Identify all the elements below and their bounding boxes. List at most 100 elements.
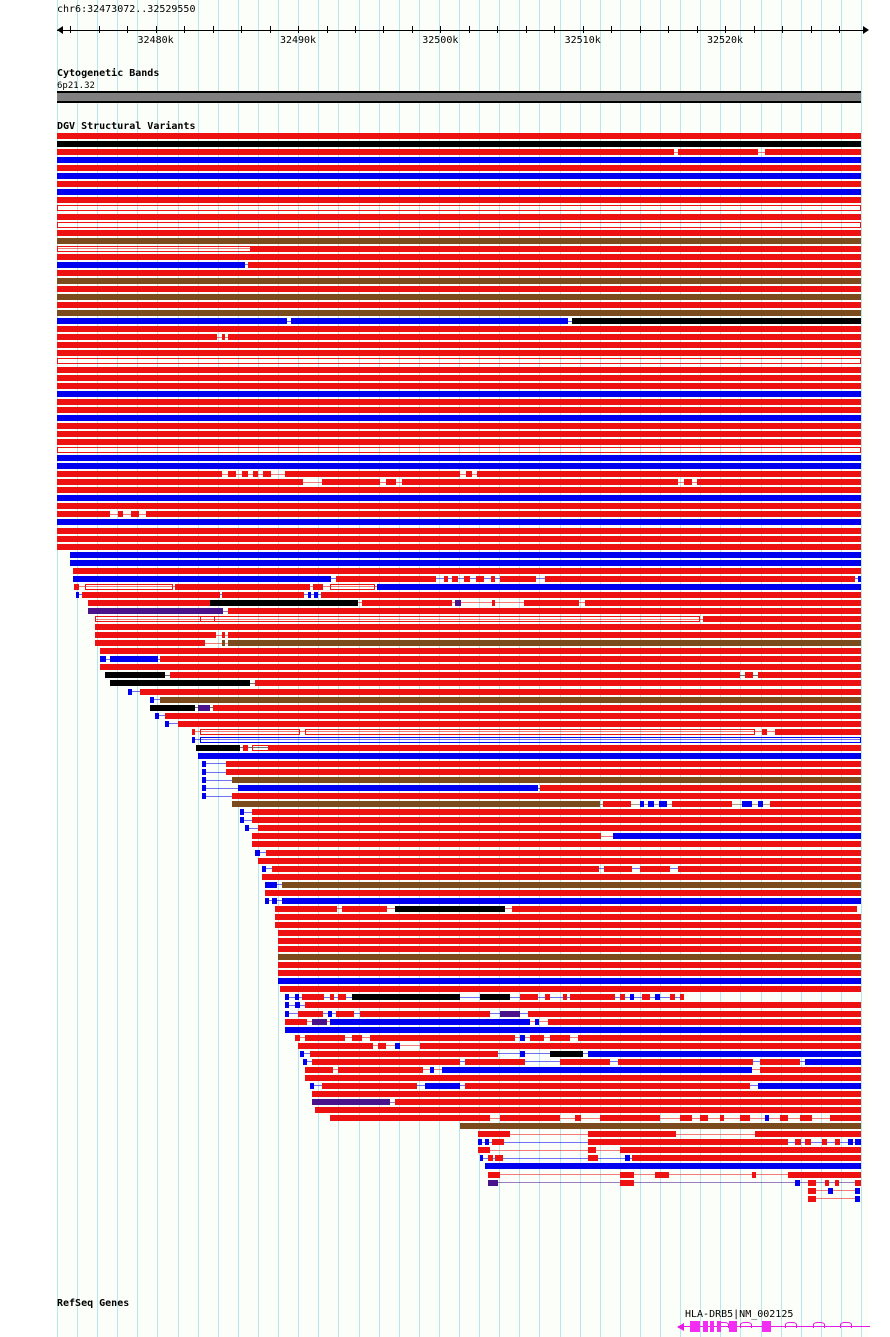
variant-segment[interactable] — [578, 1034, 861, 1041]
variant-segment[interactable] — [118, 511, 123, 518]
variant-segment[interactable] — [202, 769, 206, 775]
variant-segment[interactable] — [57, 382, 861, 389]
variant-segment[interactable] — [175, 583, 310, 590]
variant-segment[interactable] — [100, 664, 861, 671]
variant-segment[interactable] — [313, 583, 323, 590]
variant-segment[interactable] — [780, 1115, 788, 1122]
variant-segment[interactable] — [200, 728, 300, 735]
variant-segment[interactable] — [465, 1058, 525, 1065]
variant-segment[interactable] — [285, 1010, 289, 1017]
variant-segment[interactable] — [278, 938, 861, 944]
variant-segment[interactable] — [57, 438, 861, 445]
variant-segment[interactable] — [828, 1187, 833, 1194]
variant-segment[interactable] — [265, 881, 277, 888]
variant-segment[interactable] — [770, 801, 861, 808]
variant-segment[interactable] — [402, 479, 678, 486]
variant-segment[interactable] — [545, 575, 855, 582]
variant-segment[interactable] — [240, 809, 244, 816]
variant-segment[interactable] — [57, 245, 251, 252]
variant-segment[interactable] — [252, 833, 601, 840]
variant-segment[interactable] — [165, 712, 861, 719]
variant-segment[interactable] — [110, 680, 250, 687]
variant-segment[interactable] — [655, 1171, 669, 1178]
variant-segment[interactable] — [57, 181, 861, 188]
gene-exon[interactable] — [703, 1321, 708, 1332]
variant-segment[interactable] — [57, 422, 861, 429]
variant-segment[interactable] — [588, 1050, 861, 1057]
variant-segment[interactable] — [585, 599, 861, 606]
variant-segment[interactable] — [678, 149, 758, 156]
variant-segment[interactable] — [73, 567, 861, 574]
variant-segment[interactable] — [95, 640, 205, 647]
variant-segment[interactable] — [560, 1058, 610, 1065]
variant-segment[interactable] — [362, 599, 452, 606]
variant-segment[interactable] — [485, 1163, 861, 1170]
variant-segment[interactable] — [855, 1187, 860, 1194]
gene-exon[interactable] — [729, 1321, 737, 1332]
variant-segment[interactable] — [312, 1018, 327, 1025]
variant-segment[interactable] — [128, 688, 132, 695]
variant-segment[interactable] — [57, 326, 861, 333]
variant-segment[interactable] — [57, 286, 861, 292]
variant-segment[interactable] — [395, 905, 505, 912]
variant-segment[interactable] — [228, 608, 861, 614]
variant-segment[interactable] — [452, 575, 458, 582]
variant-segment[interactable] — [659, 801, 667, 808]
variant-segment[interactable] — [57, 221, 861, 228]
variant-segment[interactable] — [642, 994, 650, 1001]
variant-segment[interactable] — [200, 736, 861, 743]
variant-segment[interactable] — [170, 672, 740, 679]
variant-segment[interactable] — [835, 1179, 839, 1186]
variant-segment[interactable] — [305, 1002, 861, 1009]
variant-segment[interactable] — [95, 616, 215, 622]
variant-segment[interactable] — [528, 1010, 861, 1017]
variant-segment[interactable] — [613, 833, 861, 840]
variant-segment[interactable] — [620, 1179, 634, 1186]
variant-segment[interactable] — [460, 1123, 861, 1130]
variant-segment[interactable] — [775, 728, 861, 735]
variant-segment[interactable] — [232, 793, 861, 800]
variant-segment[interactable] — [430, 1066, 434, 1073]
variant-segment[interactable] — [295, 1034, 300, 1041]
variant-segment[interactable] — [57, 197, 861, 204]
variant-segment[interactable] — [95, 624, 861, 631]
variant-segment[interactable] — [855, 1139, 861, 1146]
variant-segment[interactable] — [855, 1179, 861, 1186]
variant-segment[interactable] — [550, 1034, 570, 1041]
variant-segment[interactable] — [57, 205, 861, 212]
variant-segment[interactable] — [322, 479, 380, 486]
variant-segment[interactable] — [57, 471, 222, 478]
variant-segment[interactable] — [262, 865, 266, 872]
variant-segment[interactable] — [420, 1042, 861, 1049]
variant-segment[interactable] — [263, 471, 271, 478]
variant-segment[interactable] — [140, 688, 861, 695]
variant-segment[interactable] — [57, 302, 861, 309]
variant-segment[interactable] — [226, 760, 861, 767]
variant-segment[interactable] — [228, 640, 861, 647]
gene-exon[interactable] — [762, 1321, 771, 1332]
variant-segment[interactable] — [57, 414, 861, 421]
variant-segment[interactable] — [57, 487, 861, 494]
variant-segment[interactable] — [226, 769, 861, 775]
variant-segment[interactable] — [765, 1115, 769, 1122]
variant-segment[interactable] — [425, 1082, 460, 1089]
variant-segment[interactable] — [495, 1155, 503, 1162]
variant-segment[interactable] — [57, 366, 861, 373]
variant-segment[interactable] — [202, 760, 206, 767]
variant-segment[interactable] — [210, 599, 358, 606]
variant-segment[interactable] — [57, 334, 217, 341]
variant-segment[interactable] — [640, 801, 644, 808]
variant-segment[interactable] — [795, 1179, 800, 1186]
variant-segment[interactable] — [252, 809, 861, 816]
variant-segment[interactable] — [620, 1147, 861, 1154]
variant-segment[interactable] — [57, 229, 861, 236]
variant-segment[interactable] — [192, 736, 195, 743]
variant-segment[interactable] — [57, 141, 861, 148]
variant-segment[interactable] — [57, 430, 861, 437]
variant-segment[interactable] — [57, 390, 861, 397]
variant-segment[interactable] — [280, 986, 861, 993]
variant-segment[interactable] — [57, 358, 861, 365]
variant-segment[interactable] — [302, 994, 324, 1001]
gene-exon[interactable] — [690, 1321, 700, 1332]
variant-segment[interactable] — [822, 1139, 827, 1146]
